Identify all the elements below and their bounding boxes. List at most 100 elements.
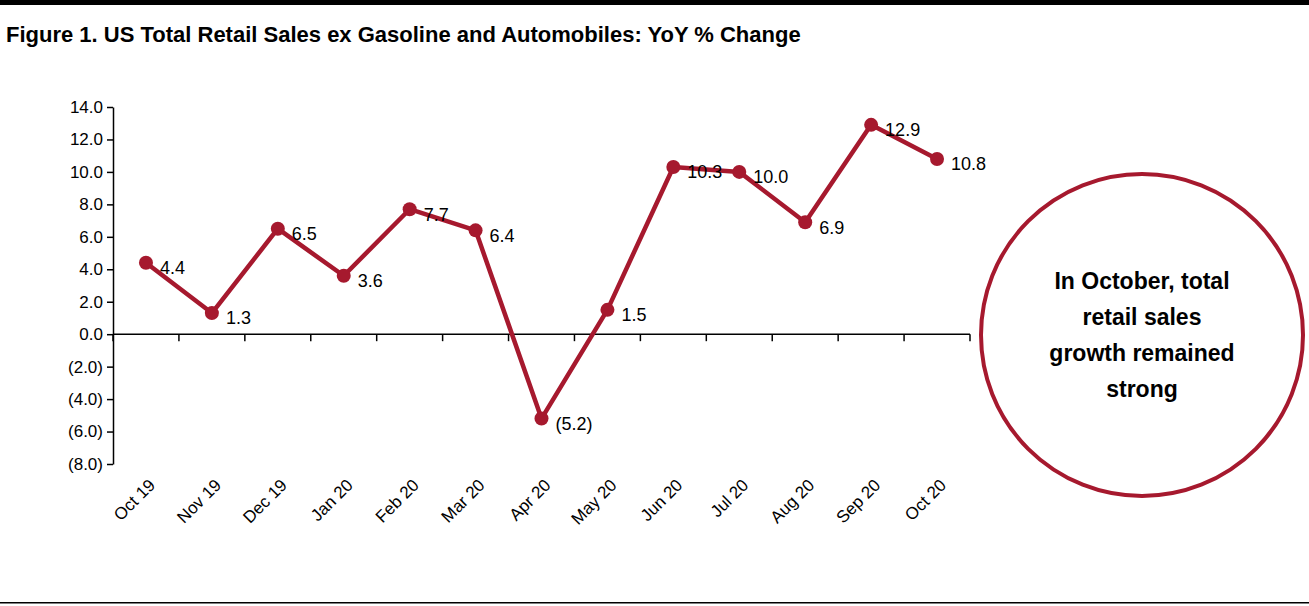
x-tick-line (574, 334, 576, 341)
y-tick-line (107, 269, 113, 271)
annotation-text: In October, total (1054, 268, 1229, 294)
data-label: 10.0 (753, 167, 788, 187)
y-tick-label: 4.0 (79, 260, 103, 279)
y-tick: 0.0 (79, 325, 113, 344)
y-tick-label: 8.0 (79, 195, 103, 214)
x-tick: Apr 20 (506, 476, 555, 525)
x-tick: Sep 20 (833, 476, 885, 528)
x-tick-label: Jun 20 (637, 476, 687, 526)
y-tick: (2.0) (68, 358, 113, 377)
x-tick: Jan 20 (307, 476, 357, 526)
x-tick: Feb 20 (372, 476, 423, 527)
x-tick-line (310, 334, 312, 341)
series (139, 118, 944, 426)
point (666, 160, 680, 174)
data-label: 1.3 (226, 308, 251, 328)
y-tick: 12.0 (70, 130, 113, 149)
y-tick-line (107, 139, 113, 141)
x-tick-label: Apr 20 (506, 476, 555, 525)
line (146, 125, 937, 419)
x-tick: Nov 19 (173, 476, 225, 528)
y-tick: 10.0 (70, 163, 113, 182)
data-label: 6.5 (292, 224, 317, 244)
x-tick-line (837, 334, 839, 341)
x-tick-line (244, 334, 246, 341)
x-tick-line (508, 334, 510, 341)
data-label: 6.9 (819, 218, 844, 238)
x-tick: Mar 20 (438, 476, 489, 527)
x-tick-line (640, 334, 642, 341)
x-tick-label: Jul 20 (707, 476, 753, 522)
y-tick: (8.0) (68, 455, 113, 474)
y-tick-line (107, 399, 113, 401)
data-label: 7.7 (424, 205, 449, 225)
x-axis-line (113, 333, 970, 335)
point (469, 223, 483, 237)
y-tick: (6.0) (68, 422, 113, 441)
y-axis-line (113, 108, 115, 465)
data-label: 10.8 (951, 154, 986, 174)
point (337, 269, 351, 283)
y-tick-label: 14.0 (70, 98, 103, 117)
annotation-text: retail sales (1083, 304, 1202, 330)
y-tick: 14.0 (70, 98, 113, 117)
point (205, 306, 219, 320)
y-tick-line (107, 204, 113, 206)
y-axis: (8.0) (6.0) (4.0) (2.0) 0.0 2.0 4.0 6.0 8.0 10.0 1… (68, 98, 113, 474)
x-axis-labels: Oct 19 Nov 19 Dec 19 Jan 20 Feb 20 Mar 20 Apr … (110, 476, 950, 529)
annotation-text: strong (1106, 376, 1178, 402)
x-tick: Dec 19 (239, 476, 291, 528)
chart: Figure 1. US Total Retail Sales ex Gasol… (0, 0, 1309, 606)
data-labels: 4.41.36.53.67.76.4(5.2)1.510.310.06.912.… (160, 120, 986, 434)
x-tick-label: Sep 20 (833, 476, 885, 528)
y-tick: 2.0 (79, 293, 113, 312)
point (271, 222, 285, 236)
point (732, 165, 746, 179)
data-label: 12.9 (885, 120, 920, 140)
x-tick-label: Oct 19 (110, 476, 159, 525)
y-tick-line (107, 107, 113, 109)
top-rule (0, 0, 1309, 5)
data-label: 10.3 (687, 162, 722, 182)
x-tick: Jul 20 (707, 476, 753, 522)
y-tick: 8.0 (79, 195, 113, 214)
data-label: 3.6 (358, 271, 383, 291)
x-tick: Jun 20 (637, 476, 687, 526)
y-tick-line (107, 464, 113, 466)
x-tick-line (771, 334, 773, 341)
data-label: (5.2) (556, 414, 593, 434)
y-tick-line (107, 334, 113, 336)
y-tick-label: (6.0) (68, 422, 103, 441)
y-tick-line (107, 301, 113, 303)
x-tick-line (178, 334, 180, 341)
x-axis (113, 334, 970, 341)
y-tick-line (107, 172, 113, 174)
point (535, 412, 549, 426)
x-tick-line (706, 334, 708, 341)
y-tick: 6.0 (79, 228, 113, 247)
y-tick-line (107, 366, 113, 368)
x-tick-label: Dec 19 (239, 476, 291, 528)
bottom-rule (0, 602, 1309, 604)
point (139, 256, 153, 270)
point (930, 152, 944, 166)
x-tick-label: Jan 20 (307, 476, 357, 526)
y-tick-label: (8.0) (68, 455, 103, 474)
y-tick-label: 2.0 (79, 293, 103, 312)
x-tick-label: May 20 (568, 476, 621, 529)
data-label: 6.4 (490, 226, 515, 246)
point (403, 202, 417, 216)
y-tick: (4.0) (68, 390, 113, 409)
annotation-circle (981, 174, 1303, 496)
y-tick-label: (2.0) (68, 358, 103, 377)
y-tick-label: 6.0 (79, 228, 103, 247)
y-tick-label: (4.0) (68, 390, 103, 409)
x-tick-line (442, 334, 444, 341)
y-tick-label: 12.0 (70, 130, 103, 149)
x-tick-label: Aug 20 (767, 476, 819, 528)
x-tick: Oct 20 (901, 476, 950, 525)
x-tick: Oct 19 (110, 476, 159, 525)
data-label: 4.4 (160, 258, 185, 278)
y-tick-label: 10.0 (70, 163, 103, 182)
title: Figure 1. US Total Retail Sales ex Gasol… (6, 22, 801, 47)
